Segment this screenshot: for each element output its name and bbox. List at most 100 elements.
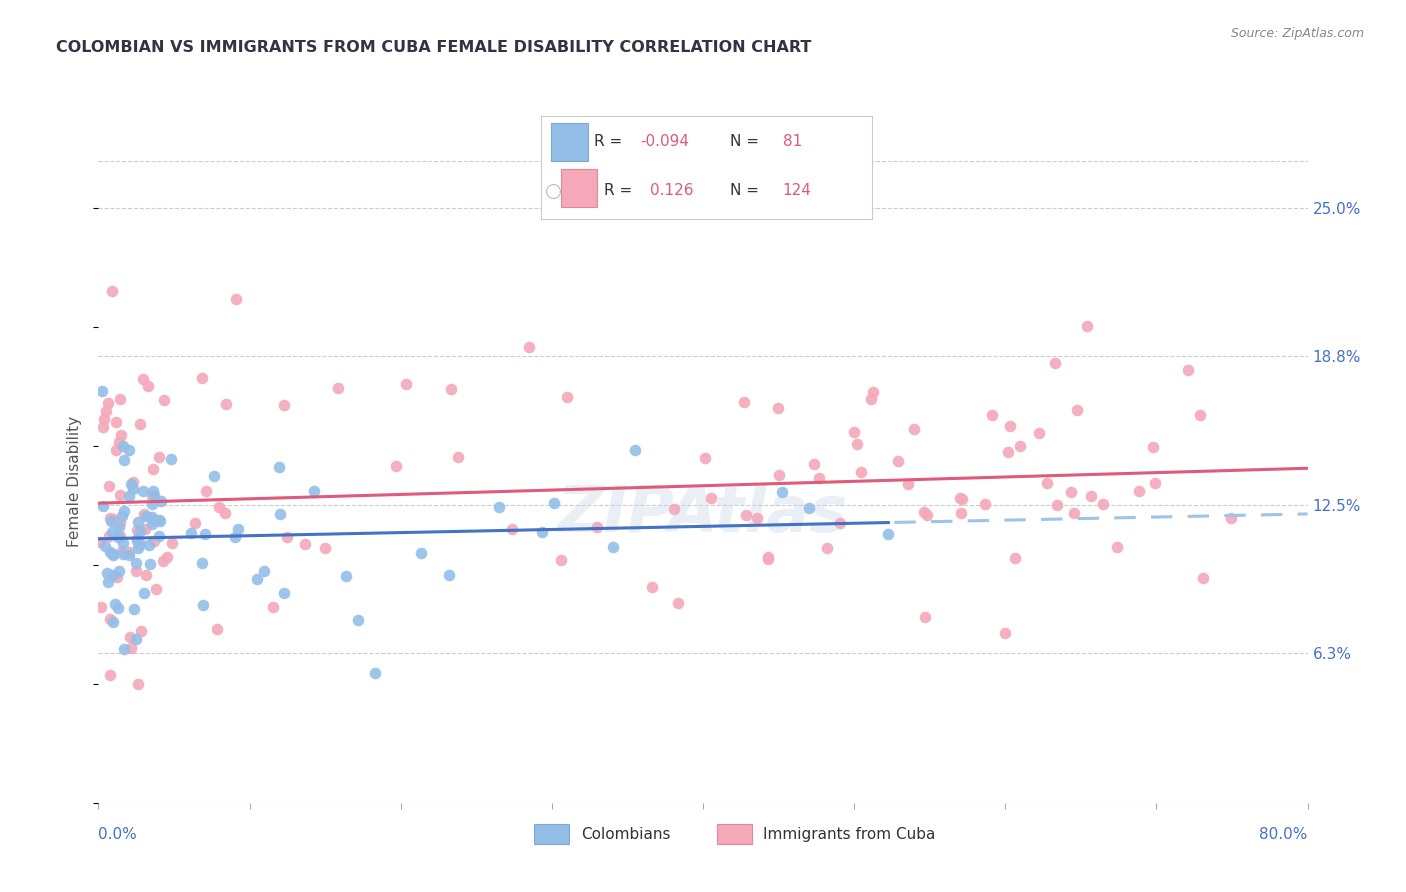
Point [118, 545, 141, 559]
Point [139, 557, 162, 571]
Point [97, 574, 120, 589]
Point [914, 609, 936, 624]
Point [127, 536, 149, 550]
Point [127, 541, 149, 556]
Point [160, 452, 183, 467]
Text: COLOMBIAN VS IMMIGRANTS FROM CUBA FEMALE DISABILITY CORRELATION CHART: COLOMBIAN VS IMMIGRANTS FROM CUBA FEMALE… [56, 40, 811, 55]
Point [125, 632, 148, 646]
Point [1142, 441, 1164, 455]
Point [807, 471, 830, 485]
Point [193, 599, 215, 613]
Point [122, 602, 145, 616]
Point [346, 613, 368, 627]
Point [530, 524, 553, 539]
Point [180, 525, 202, 540]
Text: 80.0%: 80.0% [1260, 827, 1308, 841]
Point [91, 420, 114, 434]
Point [797, 500, 820, 515]
Point [105, 570, 128, 584]
Point [141, 510, 163, 524]
Point [114, 504, 136, 518]
Point [127, 515, 149, 529]
Point [887, 454, 910, 468]
Point [815, 541, 838, 556]
Point [107, 530, 129, 544]
Point [803, 457, 825, 471]
Point [194, 527, 217, 541]
Point [395, 376, 418, 391]
Point [101, 512, 124, 526]
Point [950, 491, 973, 506]
Point [111, 543, 134, 558]
Text: N =: N = [730, 184, 763, 198]
Point [143, 488, 166, 502]
Point [1066, 403, 1088, 417]
Point [101, 548, 124, 562]
Point [745, 511, 768, 525]
Point [602, 540, 624, 554]
Point [112, 453, 135, 467]
Point [132, 484, 155, 499]
Point [225, 293, 247, 307]
FancyBboxPatch shape [551, 123, 588, 161]
Point [1063, 506, 1085, 520]
Point [108, 516, 131, 531]
Point [851, 465, 873, 479]
Point [108, 392, 131, 406]
Point [90, 599, 112, 614]
Point [98, 612, 121, 626]
Point [148, 529, 170, 543]
Point [191, 556, 214, 570]
Text: Colombians: Colombians [581, 827, 671, 841]
Point [912, 505, 935, 519]
Point [205, 623, 228, 637]
Point [302, 484, 325, 499]
Point [1076, 318, 1098, 333]
Text: ZIPAtlas: ZIPAtlas [558, 483, 848, 545]
Point [326, 381, 349, 395]
Point [1004, 551, 1026, 566]
Point [733, 394, 755, 409]
Point [110, 428, 132, 442]
Point [112, 547, 135, 561]
Point [108, 488, 131, 502]
Point [1144, 475, 1167, 490]
Point [915, 508, 938, 522]
Point [1036, 476, 1059, 491]
Point [385, 459, 408, 474]
Point [122, 475, 145, 490]
Point [208, 500, 231, 514]
Point [273, 398, 295, 412]
Point [269, 507, 291, 521]
Point [132, 372, 155, 386]
Point [501, 522, 523, 536]
Point [127, 677, 149, 691]
Point [700, 491, 723, 505]
Point [1045, 356, 1067, 370]
Point [100, 285, 122, 299]
Point [143, 512, 166, 526]
Point [543, 496, 565, 510]
Point [125, 556, 148, 570]
Point [141, 496, 163, 510]
Point [110, 529, 132, 543]
Point [100, 514, 122, 528]
Point [1192, 571, 1215, 585]
Point [1008, 439, 1031, 453]
Point [202, 468, 225, 483]
Point [98, 545, 121, 559]
Point [1080, 489, 1102, 503]
Point [118, 549, 141, 563]
Point [112, 536, 135, 550]
Point [273, 586, 295, 600]
Point [93, 412, 115, 426]
Point [623, 442, 645, 457]
Point [262, 599, 284, 614]
Point [91, 499, 114, 513]
Point [162, 536, 184, 550]
Point [135, 508, 157, 523]
Point [112, 641, 135, 656]
Point [149, 515, 172, 529]
Point [877, 527, 900, 541]
Point [97, 478, 120, 492]
